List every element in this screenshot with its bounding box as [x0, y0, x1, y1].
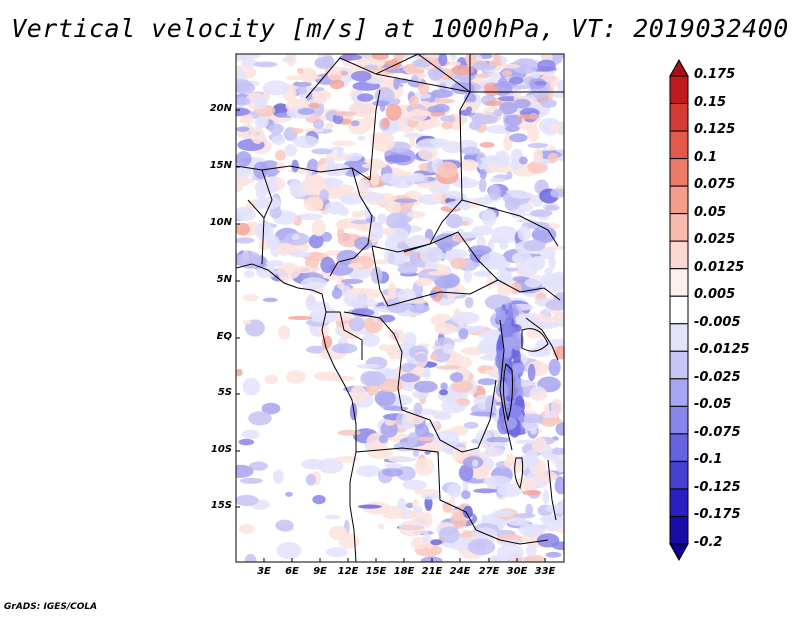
border-line	[369, 89, 381, 181]
colorbar-label: -0.125	[694, 479, 741, 495]
lon-label: 30E	[506, 566, 528, 577]
lon-label: 12E	[337, 566, 359, 577]
lon-label: 9E	[313, 566, 327, 577]
border-line	[461, 199, 559, 247]
border-line	[497, 279, 561, 301]
colorbar-label: -0.1	[694, 452, 723, 468]
colorbar-label: -0.175	[694, 507, 741, 523]
colorbar-label: -0.05	[694, 397, 732, 413]
colorbar	[669, 58, 689, 562]
lon-label: 24E	[449, 566, 471, 577]
colorbar-segment	[669, 268, 689, 297]
colorbar-segment	[669, 75, 689, 105]
colorbar-segment	[669, 515, 689, 545]
border-line	[397, 379, 497, 453]
lon-label: 18E	[393, 566, 415, 577]
border-line	[247, 199, 265, 219]
border-line	[459, 91, 471, 111]
lon-label: 21E	[421, 566, 443, 577]
colorbar-label: -0.0125	[694, 342, 750, 358]
colorbar-top-arrow	[669, 58, 689, 77]
colorbar-label: 0.0125	[694, 259, 745, 275]
border-line	[329, 167, 373, 277]
colorbar-label: 0.005	[694, 287, 736, 303]
country-borders	[236, 54, 564, 562]
lon-label: 33E	[534, 566, 556, 577]
plot-frame	[235, 53, 565, 563]
colorbar-label: 0.025	[694, 232, 736, 248]
border-line	[261, 165, 371, 181]
border-line	[547, 459, 557, 521]
colorbar-segment	[669, 213, 689, 242]
border-line	[355, 447, 477, 531]
border-line	[499, 319, 513, 451]
colorbar-bottom-arrow	[669, 543, 689, 562]
colorbar-segment	[669, 460, 689, 490]
lat-label: 10N	[209, 217, 232, 228]
border-line	[525, 317, 559, 361]
colorbar-label: 0.15	[694, 94, 727, 110]
border-line	[305, 54, 419, 99]
colorbar-segment	[669, 130, 689, 160]
colorbar-label: -0.025	[694, 369, 741, 385]
colorbar-label: -0.075	[694, 424, 741, 440]
border-line	[417, 54, 471, 93]
chart-title: Vertical velocity [m/s] at 1000hPa, VT: …	[11, 14, 789, 43]
border-line	[371, 231, 499, 281]
lat-label: 15S	[210, 500, 232, 511]
lat-label: EQ	[216, 331, 232, 342]
lat-label: 15N	[209, 160, 232, 171]
colorbar-segment	[669, 240, 689, 270]
lat-label: 5S	[217, 387, 232, 398]
border-line	[236, 165, 273, 265]
colorbar-segment	[669, 378, 689, 407]
lon-label: 3E	[257, 566, 271, 577]
colorbar-segment	[669, 323, 689, 352]
colorbar-segment	[669, 185, 689, 215]
border-line	[326, 311, 363, 360]
vertical-velocity-field	[236, 54, 564, 562]
colorbar-label: 0.075	[694, 177, 736, 193]
colorbar-segment	[669, 405, 689, 435]
colorbar-segment	[669, 350, 689, 380]
colorbar-label: 0.1	[694, 149, 718, 165]
lat-label: 20N	[209, 103, 232, 114]
colorbar-segment	[669, 295, 689, 325]
colorbar-segment	[669, 158, 689, 187]
axis-ticks	[236, 109, 546, 562]
colorbar-label: -0.005	[694, 314, 741, 330]
colorbar-segment	[669, 103, 689, 132]
colorbar-label: 0.05	[694, 204, 727, 220]
border-line	[475, 529, 549, 545]
lat-label: 10S	[210, 444, 232, 455]
lat-label: 5N	[216, 274, 232, 285]
colorbar-label: 0.175	[694, 67, 736, 82]
grads-credit: GrADS: IGES/COLA	[4, 602, 98, 612]
lon-label: 27E	[478, 566, 500, 577]
lake-outline	[514, 457, 524, 490]
colorbar-segment	[669, 488, 689, 517]
lon-label: 15E	[365, 566, 387, 577]
border-line	[236, 263, 357, 562]
colorbar-label: -0.2	[694, 535, 723, 550]
colorbar-segment	[669, 433, 689, 462]
colorbar-label: 0.125	[694, 122, 736, 138]
lon-label: 6E	[285, 566, 299, 577]
border-line	[343, 311, 403, 389]
border-line	[371, 245, 499, 307]
lake-outline	[521, 328, 549, 352]
lake-outline	[502, 363, 513, 422]
